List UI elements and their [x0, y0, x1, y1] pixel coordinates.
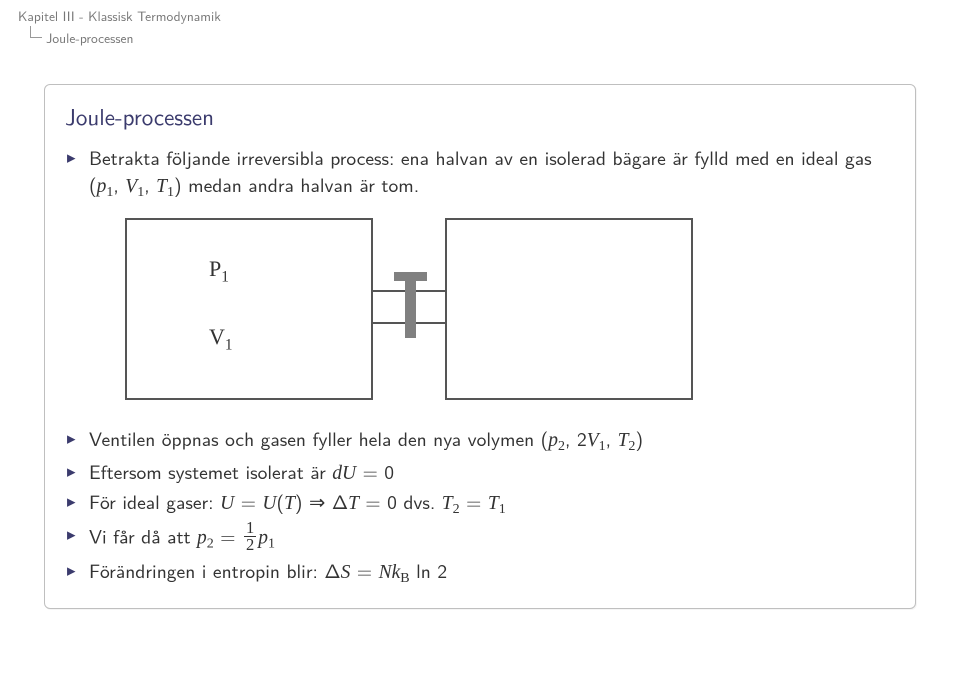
diagram: P1 V1: [105, 212, 695, 412]
bullet-item: Ventilen öppnas och gasen fyller hela de…: [65, 426, 895, 456]
diagram-label-v: V1: [209, 324, 233, 354]
breadcrumb-section: Joule-processen: [46, 28, 133, 48]
bullet-list: Betrakta följande irreversibla process: …: [65, 145, 895, 202]
diagram-box-right: [445, 218, 693, 400]
diagram-valve-cap: [394, 272, 427, 281]
breadcrumb: Kapitel III - Klassisk Termodynamik Joul…: [0, 0, 960, 48]
frame-title: Joule-processen: [65, 99, 895, 133]
breadcrumb-chapter: Kapitel III - Klassisk Termodynamik: [18, 6, 960, 26]
bullet-item: Förändringen i entropin blir: ΔS = NkB l…: [65, 558, 895, 588]
diagram-label-p: P1: [209, 256, 229, 286]
breadcrumb-section-row: Joule-processen: [18, 28, 960, 48]
diagram-box-left: [125, 218, 373, 400]
bullet-item: Eftersom systemet isolerat är dU = 0: [65, 459, 895, 488]
bullet-item: Vi får då att p2 = 12p1: [65, 522, 895, 556]
breadcrumb-l-icon: [30, 26, 42, 38]
bullet-list-2: Ventilen öppnas och gasen fyller hela de…: [65, 426, 895, 588]
bullet-item: Betrakta följande irreversibla process: …: [65, 145, 895, 202]
diagram-valve-stem: [405, 278, 416, 338]
slide-frame: Joule-processen Betrakta följande irreve…: [44, 84, 916, 609]
bullet-item: För ideal gaser: U = U(T) ⇒ ΔT = 0 dvs. …: [65, 489, 895, 519]
